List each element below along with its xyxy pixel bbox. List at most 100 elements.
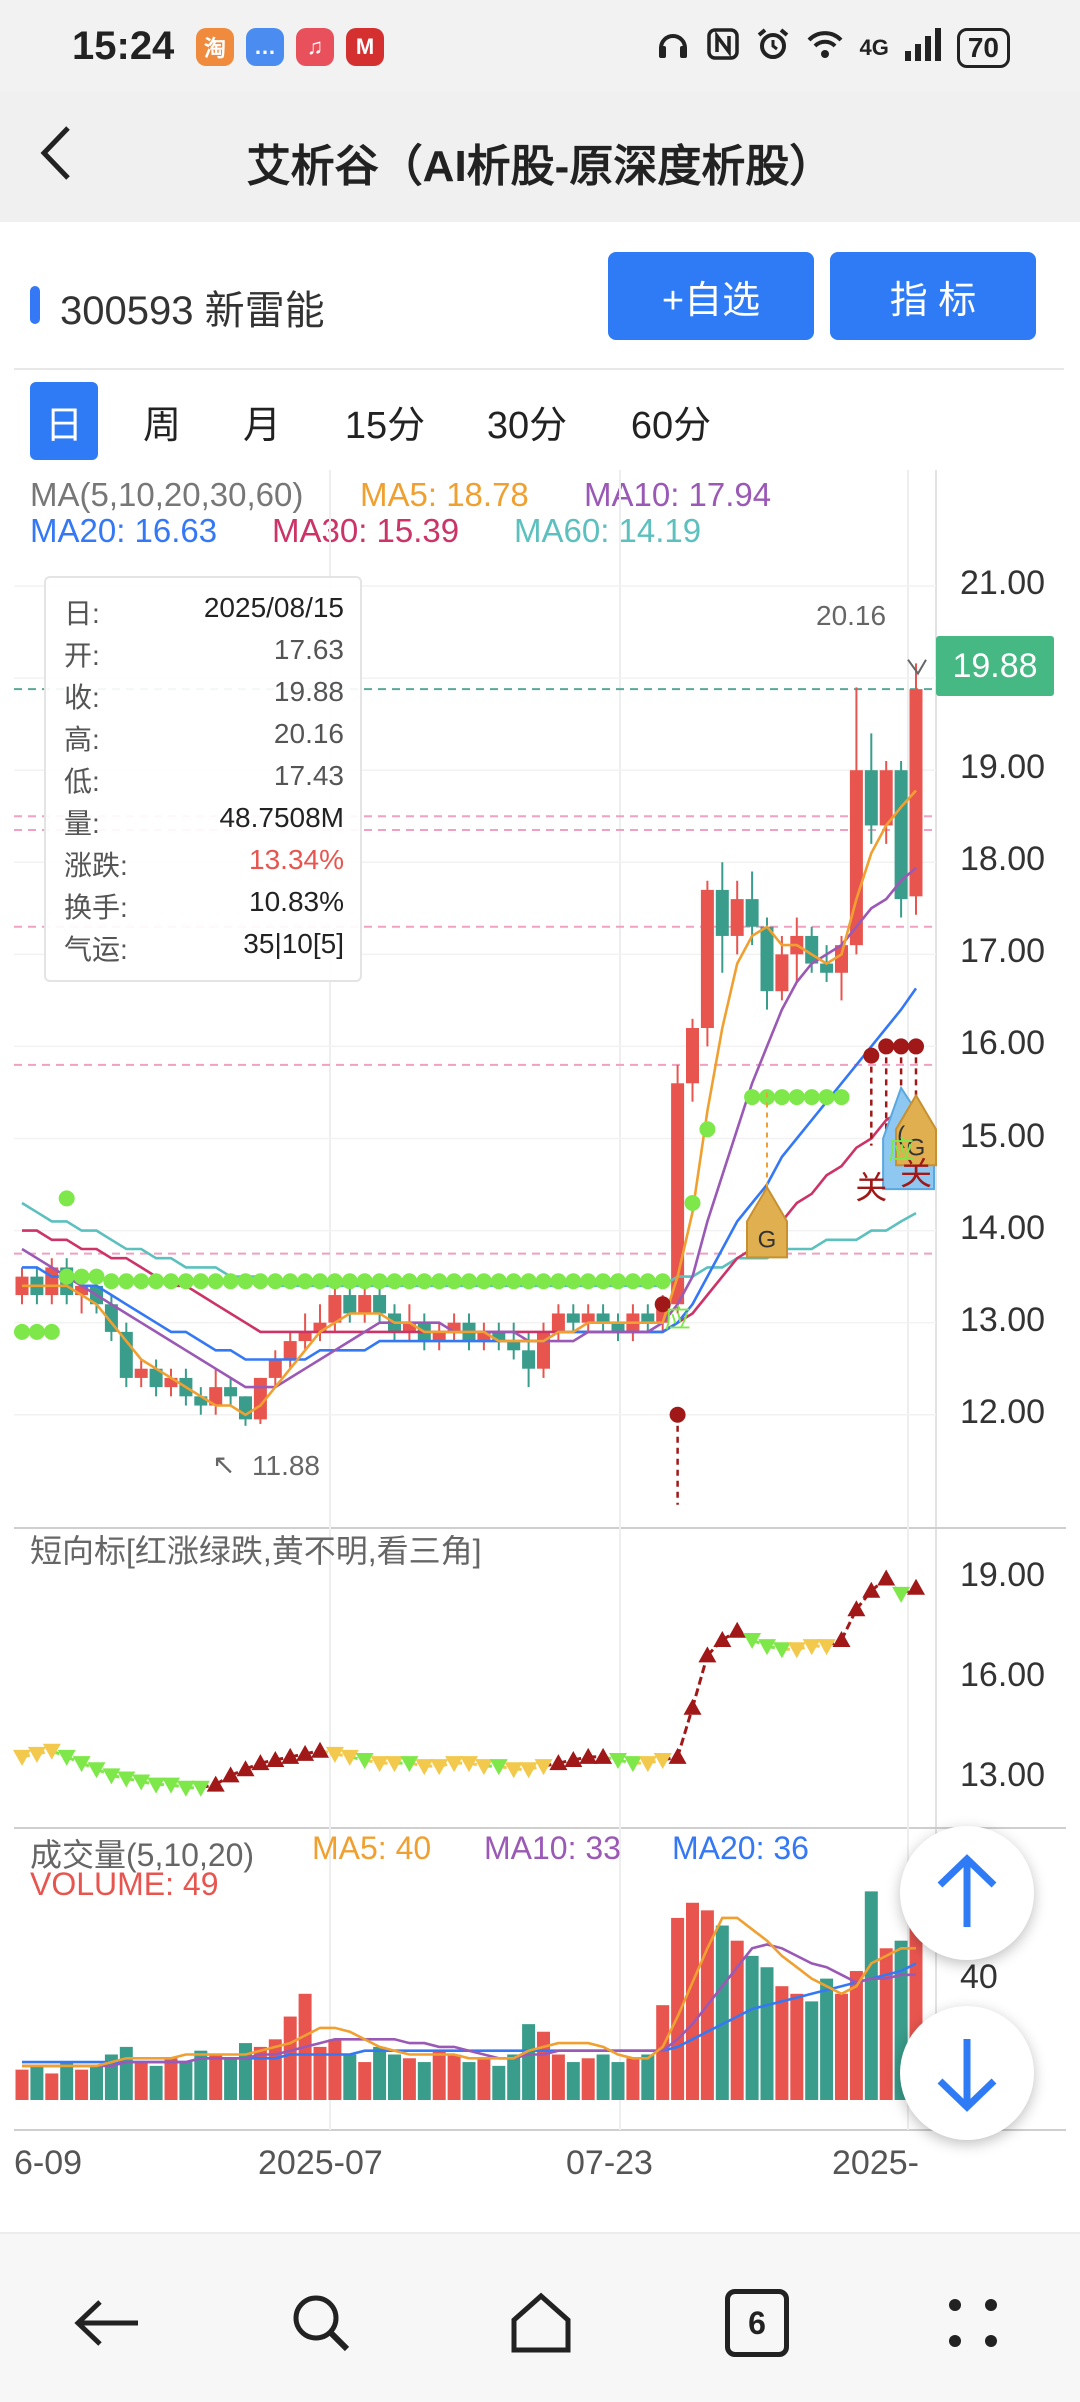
candle-body [328, 1295, 342, 1323]
indicator-button[interactable]: 指 标 [830, 252, 1036, 340]
volume-bar [15, 2069, 29, 2100]
candle-body [611, 1322, 625, 1332]
volume-bar [760, 1967, 774, 2100]
candle-body [715, 889, 729, 936]
volume-bar [119, 2046, 133, 2100]
support-dot [341, 1273, 358, 1290]
support-dot [312, 1273, 328, 1290]
support-dot [43, 1323, 60, 1340]
candle-body [447, 1322, 461, 1332]
short-signal-segment [691, 1654, 709, 1709]
up-triangle [311, 1741, 329, 1758]
nav-search-button[interactable] [286, 2288, 356, 2358]
support-dot [73, 1268, 90, 1285]
tooltip-row: 开: 17.63 [64, 634, 344, 674]
down-triangle [653, 1753, 672, 1769]
down-triangle [892, 1586, 911, 1603]
candle-body [134, 1368, 148, 1378]
scroll-up-button[interactable] [900, 1826, 1034, 1960]
tooltip-key: 低: [64, 766, 100, 797]
taobao-icon: 淘 [196, 28, 234, 66]
tab-60min[interactable]: 60分 [630, 404, 712, 447]
nav-menu-button[interactable] [938, 2288, 1008, 2358]
candle-body [596, 1313, 610, 1323]
support-dot [773, 1089, 790, 1106]
support-dot [490, 1273, 507, 1290]
up-triangle [266, 1751, 285, 1767]
candle-body [745, 899, 759, 927]
ma30-legend: MA30: 15.39 [272, 512, 460, 549]
volume-bar [388, 2054, 401, 2100]
volume-bar [149, 2065, 163, 2100]
tab-week[interactable]: 周 [142, 404, 181, 447]
volume-bar [507, 2054, 521, 2100]
candle-body [507, 1341, 521, 1351]
down-triangle [743, 1633, 762, 1649]
candle-body [730, 899, 744, 936]
arrow-left-icon [74, 2300, 138, 2346]
candle-body [909, 689, 923, 897]
tooltip-value: 48.7508M [219, 802, 344, 833]
tab-15min[interactable]: 15分 [344, 404, 426, 447]
candle-body [75, 1285, 89, 1296]
candle-body [820, 963, 834, 973]
support-dot [386, 1273, 403, 1290]
tooltip-row: 涨跌: 13.34% [64, 844, 344, 884]
support-dot [803, 1089, 820, 1106]
support-dot [580, 1273, 597, 1290]
down-triangle [787, 1642, 806, 1659]
down-triangle [27, 1746, 46, 1763]
tab-day[interactable]: 日 [30, 382, 98, 460]
candle-body [402, 1322, 416, 1332]
nav-tabs-button[interactable]: 6 [722, 2288, 792, 2358]
volume-axis-40: 40 [960, 1958, 998, 1996]
support-dot [505, 1273, 522, 1290]
candle-body [298, 1331, 312, 1342]
short-axis-3: 13.00 [960, 1756, 1046, 1794]
down-triangle [400, 1756, 419, 1773]
volume-bar [611, 2062, 625, 2100]
candle-body [700, 889, 714, 1029]
down-triangle [13, 1749, 31, 1766]
volume-bar [313, 2046, 327, 2100]
support-dot [222, 1273, 239, 1290]
back-button[interactable] [36, 120, 76, 196]
up-triangle [251, 1754, 270, 1771]
date-label-4: 2025- [832, 2144, 919, 2182]
candle-body [671, 1083, 685, 1305]
volume-bar [596, 2054, 610, 2100]
support-dot [297, 1273, 314, 1290]
tab-30min[interactable]: 30分 [486, 404, 568, 447]
volume-bar [462, 2062, 476, 2100]
up-triangle [847, 1600, 866, 1617]
support-dot [401, 1273, 418, 1290]
g-marker [746, 1185, 788, 1259]
volume-bar [447, 2054, 461, 2100]
add-watchlist-button[interactable]: +自选 [608, 252, 814, 340]
tooltip-value: 2025/08/15 [203, 592, 344, 623]
up-triangle [221, 1766, 240, 1783]
nav-back-button[interactable] [72, 2288, 142, 2358]
support-dot [639, 1273, 656, 1290]
up-triangle [549, 1754, 568, 1771]
candle-body [864, 770, 878, 826]
signal-dot [878, 1038, 895, 1055]
nav-home-button[interactable] [506, 2288, 576, 2358]
volume-bar [864, 1891, 878, 2100]
support-dot [654, 1273, 671, 1290]
kline-chart[interactable]: GG(关 关应应 [0, 470, 1080, 2270]
candle-body [551, 1313, 565, 1332]
support-dot [833, 1089, 850, 1106]
signal-dot [654, 1296, 671, 1313]
volume-bar [194, 2050, 208, 2100]
volume-bar [775, 1986, 789, 2100]
tab-month[interactable]: 月 [242, 404, 281, 447]
volume-bar [283, 2016, 297, 2100]
volume-ma5-legend: MA5: 40 [312, 1830, 432, 1866]
candle-body [477, 1331, 491, 1342]
up-triangle [728, 1621, 747, 1638]
low-price-mark: 11.88 [252, 1450, 320, 1481]
scroll-down-button[interactable] [900, 2006, 1034, 2140]
candle-body [209, 1387, 223, 1406]
support-dot [744, 1089, 761, 1106]
